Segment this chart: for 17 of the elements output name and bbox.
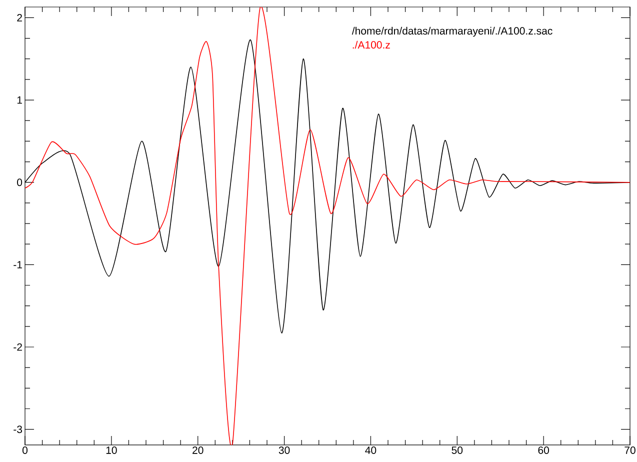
x-tick-label: 10	[106, 446, 117, 454]
x-tick-label: 60	[538, 446, 549, 454]
x-tick-label: 50	[452, 446, 463, 454]
x-tick-label: 30	[278, 446, 290, 454]
y-tick-label: 0	[17, 178, 22, 186]
text: ./A100.z	[352, 40, 390, 49]
x-tick-label: 70	[624, 446, 636, 454]
x-tick-label: 40	[365, 446, 376, 454]
line-series	[25, 7, 630, 445]
y-tick-label: -2	[14, 343, 22, 351]
legend-label: /home/rdn/datas/marmarayeni/./A100.z.sac	[352, 26, 552, 37]
y-tick-label: 2	[17, 14, 22, 22]
y-tick-label: -3	[14, 426, 22, 434]
x-tick-label: 0	[22, 446, 28, 454]
x-tick-label: 20	[192, 446, 204, 454]
y-tick-label: -1	[14, 261, 22, 268]
y-tick-label: 1	[17, 96, 22, 104]
